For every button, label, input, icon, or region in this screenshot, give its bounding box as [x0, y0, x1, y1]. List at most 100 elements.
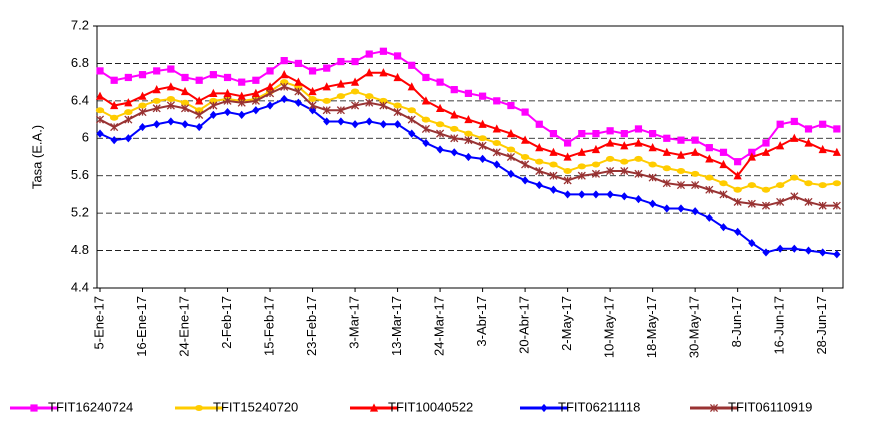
point — [577, 171, 586, 180]
point — [690, 170, 700, 177]
point — [719, 180, 728, 187]
point — [110, 122, 119, 132]
point — [691, 181, 700, 190]
point — [719, 223, 728, 232]
point — [747, 199, 756, 208]
point — [379, 47, 387, 55]
point — [408, 61, 416, 69]
point — [662, 179, 671, 188]
point — [804, 180, 813, 187]
point — [818, 144, 827, 154]
point — [478, 92, 487, 100]
point — [648, 161, 657, 168]
point — [606, 127, 614, 135]
point — [620, 141, 629, 150]
x-tick-label: 8-Jun-17 — [729, 296, 744, 347]
point — [238, 78, 246, 86]
point — [506, 152, 515, 162]
point — [620, 192, 628, 201]
point — [138, 102, 147, 109]
legend-label: TFIT16240724 — [48, 399, 133, 414]
point — [521, 176, 529, 185]
point — [663, 134, 671, 142]
point — [323, 64, 331, 72]
point — [280, 79, 289, 86]
point — [790, 133, 799, 142]
point — [110, 136, 118, 145]
point — [676, 168, 686, 175]
point — [478, 135, 487, 142]
point — [606, 166, 615, 176]
point — [408, 129, 416, 138]
point — [407, 115, 416, 124]
point — [237, 91, 246, 100]
y-tick-label: 7.2 — [71, 17, 89, 32]
point — [166, 82, 175, 91]
point — [351, 120, 359, 129]
point — [634, 138, 643, 147]
point — [676, 150, 686, 159]
point — [365, 98, 374, 107]
x-tick-label: 16-Ene-17 — [134, 296, 149, 357]
x-tick-label: 16-Jun-17 — [772, 296, 787, 355]
point — [350, 77, 360, 86]
point — [124, 134, 132, 143]
point — [662, 165, 671, 172]
point — [422, 138, 430, 148]
legend-label: TFIT15240720 — [213, 399, 298, 414]
point — [478, 141, 487, 150]
point — [790, 117, 798, 126]
point — [450, 110, 459, 119]
point — [308, 101, 317, 110]
point — [677, 136, 685, 144]
point — [634, 125, 643, 133]
point — [564, 190, 572, 199]
x-tick-label: 3-Mar-17 — [346, 296, 361, 349]
point — [804, 125, 813, 133]
point — [507, 101, 515, 110]
point — [691, 207, 699, 216]
point — [110, 76, 118, 84]
point — [761, 201, 771, 210]
point — [322, 97, 331, 104]
point — [733, 197, 742, 206]
point — [776, 244, 784, 253]
point — [336, 93, 346, 100]
point — [195, 76, 203, 84]
point — [294, 59, 302, 68]
point — [591, 144, 601, 154]
point — [209, 101, 218, 110]
point — [351, 101, 360, 110]
y-tick-label: 5.6 — [71, 167, 89, 182]
point — [776, 120, 784, 128]
point — [464, 136, 473, 145]
point — [563, 168, 572, 175]
point — [790, 174, 799, 181]
point — [138, 108, 147, 117]
point — [167, 65, 175, 73]
point — [280, 70, 289, 79]
point — [733, 171, 742, 180]
x-tick-label: 10-May-17 — [602, 296, 617, 358]
point — [705, 144, 713, 152]
point — [450, 86, 458, 94]
point — [180, 86, 190, 96]
point — [266, 101, 274, 110]
point — [436, 129, 445, 138]
series-line — [99, 85, 837, 207]
point — [435, 121, 445, 128]
point — [152, 97, 161, 104]
point — [252, 106, 260, 115]
point — [663, 204, 671, 213]
point — [308, 86, 317, 96]
point — [521, 108, 529, 116]
point — [96, 67, 104, 75]
point — [677, 204, 685, 213]
point — [209, 97, 218, 104]
point — [776, 197, 785, 206]
legend-label: TFIT06110919 — [728, 399, 812, 414]
point — [195, 122, 203, 132]
point — [138, 91, 147, 100]
point — [421, 124, 430, 133]
